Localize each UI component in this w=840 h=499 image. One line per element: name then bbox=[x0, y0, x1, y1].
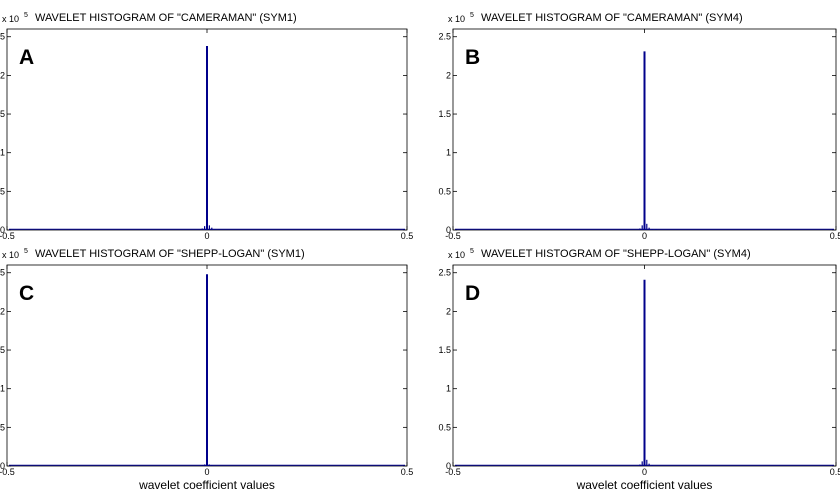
y-scale-note: x 10 bbox=[448, 250, 465, 260]
x-tick-label: -0.5 bbox=[0, 467, 15, 477]
y-tick-label: 0 bbox=[0, 225, 5, 235]
panel-label: D bbox=[465, 282, 480, 305]
x-tick-label: -0.5 bbox=[445, 467, 461, 477]
y-tick-label: 2 bbox=[446, 70, 451, 80]
panel-label: B bbox=[465, 46, 480, 69]
y-tick-label: 0.5 bbox=[438, 422, 451, 432]
x-axis-label: wavelet coefficient values bbox=[576, 478, 713, 492]
y-scale-exponent: 5 bbox=[470, 248, 474, 255]
x-tick-label: 0 bbox=[204, 231, 209, 241]
y-tick-label: 1.5 bbox=[438, 109, 451, 119]
panel-title: WAVELET HISTOGRAM OF "SHEPP-LOGAN" (SYM4… bbox=[481, 248, 751, 260]
y-tick-label: 0 bbox=[446, 225, 451, 235]
y-scale-note: x 10 bbox=[2, 250, 19, 260]
panel-title: WAVELET HISTOGRAM OF "CAMERAMAN" (SYM4) bbox=[481, 12, 743, 24]
x-tick-label: 0.5 bbox=[401, 231, 414, 241]
panel-b: 00.511.522.5-0.5 0 0.5x 10 5 WAVELET HISTOGR… bbox=[438, 12, 840, 241]
y-tick-label: 1 bbox=[0, 384, 5, 394]
y-tick-label: 2.5 bbox=[438, 268, 451, 278]
y-tick-label: 1 bbox=[446, 148, 451, 158]
y-scale-exponent: 5 bbox=[24, 248, 28, 255]
panel-title: WAVELET HISTOGRAM OF "CAMERAMAN" (SYM1) bbox=[35, 12, 297, 24]
y-scale-note: x 10 bbox=[2, 14, 19, 24]
y-tick-label: 1 bbox=[446, 384, 451, 394]
y-tick-label: 0 bbox=[0, 461, 5, 471]
y-scale-note: x 10 bbox=[448, 14, 465, 24]
y-tick-label: 1.5 bbox=[0, 345, 5, 355]
x-tick-label: 0 bbox=[204, 467, 209, 477]
x-tick-label: 0.5 bbox=[401, 467, 414, 477]
y-tick-label: 0 bbox=[446, 461, 451, 471]
panel-label: C bbox=[19, 282, 34, 305]
y-tick-label: 1.5 bbox=[438, 345, 451, 355]
x-tick-label: 0 bbox=[642, 231, 647, 241]
y-scale-exponent: 5 bbox=[470, 12, 474, 19]
y-tick-label: 2 bbox=[0, 70, 5, 80]
x-axis-label: wavelet coefficient values bbox=[138, 478, 275, 492]
panel-d: 00.511.522.5-0.5 0 0.5x 10 5 WAVELET HISTOGR… bbox=[438, 248, 840, 492]
y-tick-label: 1 bbox=[0, 148, 5, 158]
y-tick-label: 2.5 bbox=[0, 32, 5, 42]
panel-label: A bbox=[19, 46, 34, 69]
x-tick-label: 0.5 bbox=[830, 467, 840, 477]
panel-title: WAVELET HISTOGRAM OF "SHEPP-LOGAN" (SYM1… bbox=[35, 248, 305, 260]
y-tick-label: 1.5 bbox=[0, 109, 5, 119]
x-tick-label: 0.5 bbox=[830, 231, 840, 241]
y-tick-label: 0.5 bbox=[0, 422, 5, 432]
x-tick-label: -0.5 bbox=[445, 231, 461, 241]
x-tick-label: 0 bbox=[642, 467, 647, 477]
x-tick-label: -0.5 bbox=[0, 231, 15, 241]
y-tick-label: 2 bbox=[446, 306, 451, 316]
y-tick-label: 2.5 bbox=[438, 32, 451, 42]
y-tick-label: 2 bbox=[0, 306, 5, 316]
y-tick-label: 0.5 bbox=[0, 186, 5, 196]
y-tick-label: 0.5 bbox=[438, 186, 451, 196]
y-scale-exponent: 5 bbox=[24, 12, 28, 19]
y-tick-label: 2.5 bbox=[0, 268, 5, 278]
